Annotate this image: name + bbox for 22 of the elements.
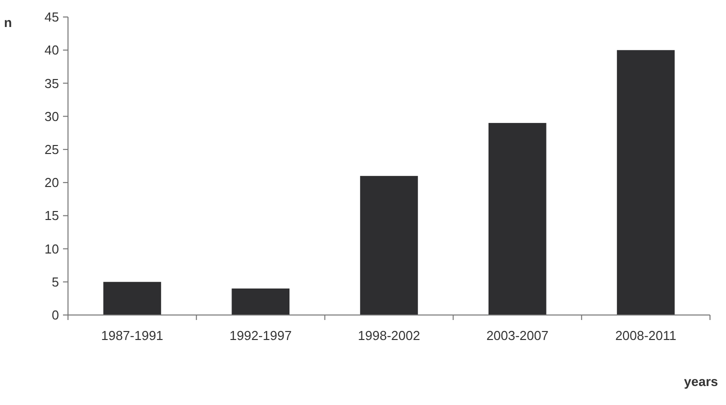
x-tick-label: 2008-2011 [615, 328, 676, 343]
x-tick-label: 2003-2007 [486, 328, 548, 343]
y-tick-label: 40 [44, 42, 59, 58]
y-tick-label: 35 [44, 76, 59, 91]
y-tick-label: 30 [44, 108, 59, 124]
y-tick-label: 0 [52, 308, 59, 323]
bar [616, 50, 675, 315]
bar [360, 176, 418, 315]
bar [488, 122, 546, 315]
y-tick-label: 15 [44, 208, 59, 224]
y-tick-label: 25 [44, 142, 59, 157]
y-axis-title: n [4, 15, 12, 30]
y-tick-label: 10 [44, 241, 59, 256]
y-tick-label: 5 [52, 274, 59, 290]
bar [232, 288, 290, 315]
bar [103, 282, 162, 315]
y-tick-label: 20 [44, 175, 59, 190]
y-tick-label: 45 [44, 10, 59, 25]
x-axis-title: years [684, 374, 718, 389]
x-tick-label: 1987-1991 [101, 328, 164, 343]
x-tick-label: 1998-2002 [358, 328, 420, 343]
x-tick-label: 1992-1997 [230, 328, 292, 343]
